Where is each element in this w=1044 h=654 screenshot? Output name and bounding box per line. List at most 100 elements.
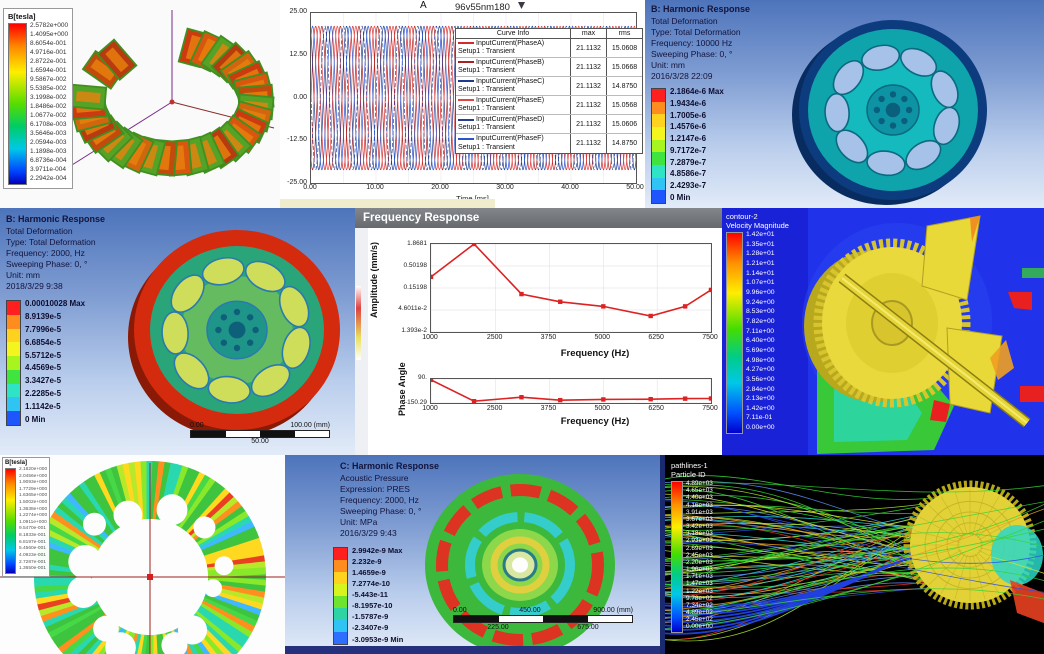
series-setup: Setup1 : Transient xyxy=(458,143,515,151)
list-item: 2.13e+00 xyxy=(746,395,775,403)
list-item: 1.21e+01 xyxy=(746,259,775,267)
colorbar-segment xyxy=(334,632,347,644)
colorbar-segment xyxy=(7,369,20,384)
list-item: 7.2879e-7 xyxy=(670,157,707,167)
series-rms: 15.0668 xyxy=(606,58,642,77)
colorbar-segment xyxy=(652,89,665,102)
list-item: 4.16e+03 xyxy=(686,501,713,509)
list-item: 2.45e+02 xyxy=(686,616,713,624)
list-item: 2.45e+03 xyxy=(686,551,713,559)
list-item: 1.8486e-002 xyxy=(30,103,67,111)
list-item: 4.65e+03 xyxy=(686,487,713,495)
series-max: 21.1132 xyxy=(570,58,606,77)
list-item: 3.91e+03 xyxy=(686,508,713,516)
series-setup: Setup1 : Transient xyxy=(458,86,515,94)
series-name: InputCurrent(PhaseD) xyxy=(476,116,545,124)
x-tick: 50.00 xyxy=(626,184,644,191)
y-axis-ticks: 25.00 12.50 0.00 -12.50 -25.00 xyxy=(280,8,307,186)
table-header: Curve Info max rms xyxy=(456,29,642,39)
list-item: -150.29 xyxy=(404,399,427,406)
panel-harmonic-10000hz: B: Harmonic Response Total Deformation Ty… xyxy=(645,0,1044,208)
ruler-max: 900.00 (mm) xyxy=(593,607,633,614)
list-item: Acoustic Pressure xyxy=(340,472,409,483)
velocity-legend: contour-2 Velocity Magnitude 1.42e+01 1.3… xyxy=(726,212,789,434)
list-item: 4.4569e-5 xyxy=(25,363,62,373)
colorbar-segment xyxy=(334,584,347,596)
list-item: Unit: mm xyxy=(6,269,40,280)
phase-y-ticks: 90. -150.29 xyxy=(399,374,427,406)
colorbar-segment xyxy=(652,152,665,166)
ruler-min: 0.00 xyxy=(190,422,204,429)
col-max: max xyxy=(570,29,606,39)
legend-object-name: pathlines-1 xyxy=(671,461,708,470)
pin-icon xyxy=(518,2,525,9)
colorbar-segment xyxy=(7,301,20,315)
col-curve-info: Curve Info xyxy=(456,29,570,39)
list-item: 1.42e+00 xyxy=(746,404,775,412)
list-item: 1.07e+01 xyxy=(746,279,775,287)
line-swatch xyxy=(458,118,474,121)
x-tick: 20.00 xyxy=(431,184,449,191)
analysis-heading: B: Harmonic Response xyxy=(6,214,106,224)
panel-current-xy-plot: A 96v55nm180 25.00 12.50 0.00 -12.50 -25.00 … xyxy=(280,0,645,208)
analysis-info: C: Harmonic Response Acoustic Pressure Ex… xyxy=(340,461,439,539)
colorbar-segment xyxy=(7,356,20,370)
colorbar xyxy=(5,468,16,574)
list-item: 1.9434e-6 xyxy=(670,98,707,108)
ruler-three-quarter: 675.00 xyxy=(577,624,599,631)
series-rms: 14.8750 xyxy=(606,77,642,96)
list-item: 9.5867e-002 xyxy=(30,76,67,84)
list-item: 2.84e+00 xyxy=(746,385,775,393)
list-item: 1.4659e-9 xyxy=(352,568,386,578)
window-bottom-edge xyxy=(285,646,660,654)
plot-title: 96v55nm180 xyxy=(455,2,510,13)
list-item: 5.4560e-001 xyxy=(19,546,46,552)
panel-particle-pathlines: pathlines-1 Particle ID 4.89e+03 4.65e+03… xyxy=(660,455,1044,654)
streamlines-model xyxy=(665,475,1044,642)
list-item: 5.69e+00 xyxy=(746,346,775,354)
colorbar-sliver xyxy=(356,286,361,360)
analysis-info: B: Harmonic Response Total Deformation Ty… xyxy=(6,214,105,292)
phase-x-axis-label: Frequency (Hz) xyxy=(560,416,630,427)
series-name: InputCurrent(PhaseE) xyxy=(476,97,545,105)
deformed-wheel-model xyxy=(128,230,340,437)
ruler-mid: 450.00 xyxy=(519,607,541,614)
list-item: 4.40e+03 xyxy=(686,494,713,502)
list-item: 0.00e+00 xyxy=(746,424,775,432)
list-item: 3.5646e-003 xyxy=(30,130,67,138)
colorbar-segment xyxy=(7,411,20,426)
list-item: 6.1708e-003 xyxy=(30,121,67,129)
list-item: Frequency: 2000, Hz xyxy=(340,494,419,505)
colorbar-segment xyxy=(652,127,665,140)
colorbar-segment xyxy=(334,596,347,608)
list-item: 1.47e+03 xyxy=(686,580,713,588)
series-rms: 15.0568 xyxy=(606,96,642,115)
list-item: 25.00 xyxy=(289,8,307,15)
x-tick: 3750 xyxy=(540,334,557,341)
list-item: 2.8722e-001 xyxy=(30,58,67,66)
table-row: InputCurrent(PhaseF) Setup1 : Transient 2… xyxy=(456,134,642,153)
panel-acoustic-pressure: C: Harmonic Response Acoustic Pressure Ex… xyxy=(285,455,660,654)
list-item: 2016/3/29 9:43 xyxy=(340,527,397,538)
list-item: 6.8197e-001 xyxy=(19,539,46,545)
series-max: 21.1132 xyxy=(570,115,606,134)
table-row: InputCurrent(PhaseD) Setup1 : Transient 2… xyxy=(456,115,642,135)
colorbar-segment xyxy=(652,177,665,191)
stator-model xyxy=(63,10,275,177)
x-axis-ticks: 0.00 10.00 20.00 30.00 40.00 50.00 xyxy=(303,184,644,193)
list-item: 0 Min xyxy=(670,192,691,202)
pressure-legend: 2.9942e-9 Max 2.232e-9 1.4659e-9 7.2774e-10… xyxy=(333,547,403,645)
deformed-wheel-model xyxy=(792,20,987,205)
table-row: InputCurrent(PhaseE) Setup1 : Transient 2… xyxy=(456,96,642,116)
analysis-info: B: Harmonic Response Total Deformation Ty… xyxy=(651,4,750,82)
list-item: 1.0911e+000 xyxy=(19,519,47,525)
amplitude-y-ticks: 1.8681 0.50198 0.15198 4.6011e-2 1.393e-2 xyxy=(389,240,427,334)
list-item: 6.8736e-004 xyxy=(30,157,67,165)
line-swatch xyxy=(458,42,474,45)
scale-ruler: 0.00 450.00 900.00 (mm) 225.00 675.00 xyxy=(453,607,633,631)
window-title-bar: Frequency Response xyxy=(355,208,722,228)
list-item: Sweeping Phase: 0, ° xyxy=(6,258,88,269)
list-item: 1.8681 xyxy=(407,240,427,247)
scale-ruler: 0.00 100.00 (mm) 50.00 xyxy=(190,422,330,445)
